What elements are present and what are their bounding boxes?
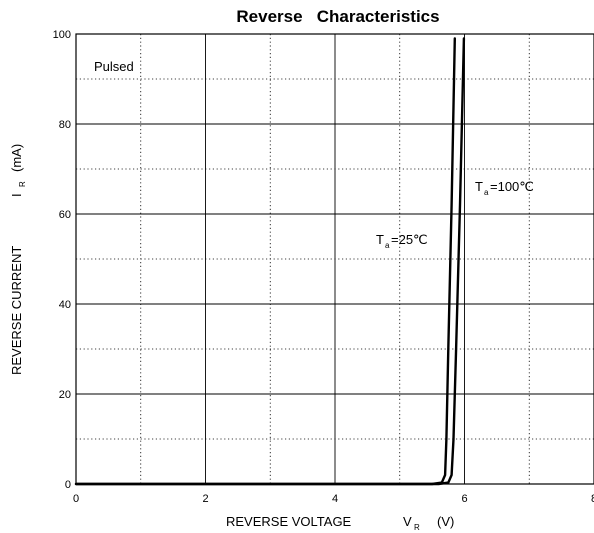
x-axis-label-text: REVERSE VOLTAGE <box>226 514 352 529</box>
x-tick-label: 6 <box>461 493 467 505</box>
x-tick-label: 0 <box>73 493 79 505</box>
series-line-0 <box>74 37 456 486</box>
series-label-ta-25-sub: a <box>385 241 390 250</box>
y-tick-label: 0 <box>65 479 71 491</box>
y-tick-label: 40 <box>59 299 71 311</box>
series-line-1 <box>74 37 466 486</box>
y-axis-label-text: REVERSE CURRENT <box>9 246 24 375</box>
y-axis-label-symbol: I <box>9 193 24 197</box>
y-axis-label-subscript: R <box>18 181 27 187</box>
series-layer <box>74 37 466 486</box>
x-axis-label: REVERSE VOLTAGE V R (V) <box>226 514 454 532</box>
y-tick-label: 20 <box>59 389 71 401</box>
y-tick-label: 100 <box>53 29 71 41</box>
x-axis-label-subscript: R <box>414 523 420 532</box>
y-tick-labels: 0 20 40 60 80 100 <box>53 29 71 491</box>
y-tick-label: 60 <box>59 209 71 221</box>
series-label-ta-100: T a =100℃ <box>475 179 534 197</box>
major-grid <box>75 33 594 485</box>
x-axis-label-unit: (V) <box>437 514 454 529</box>
series-label-ta-25: T a =25℃ <box>376 232 428 250</box>
y-tick-label: 80 <box>59 119 71 131</box>
x-axis-label-symbol: V <box>403 514 412 529</box>
y-axis-label: REVERSE CURRENT I R (mA) <box>9 144 27 375</box>
x-tick-labels: 0 2 4 6 8 <box>73 493 594 505</box>
y-axis-label-unit: (mA) <box>9 144 24 172</box>
series-label-ta-100-sub: a <box>484 188 489 197</box>
x-tick-label: 8 <box>591 493 594 505</box>
plot-frame <box>75 33 594 485</box>
x-tick-label: 4 <box>332 493 338 505</box>
series-label-ta-100-main: T <box>475 179 483 194</box>
series-label-ta-25-rest: =25℃ <box>391 232 428 247</box>
series-label-ta-25-main: T <box>376 232 384 247</box>
chart-title: Reverse Characteristics <box>236 7 439 26</box>
x-tick-label: 2 <box>202 493 208 505</box>
pulsed-annotation: Pulsed <box>94 59 134 74</box>
series-label-ta-100-rest: =100℃ <box>490 179 534 194</box>
